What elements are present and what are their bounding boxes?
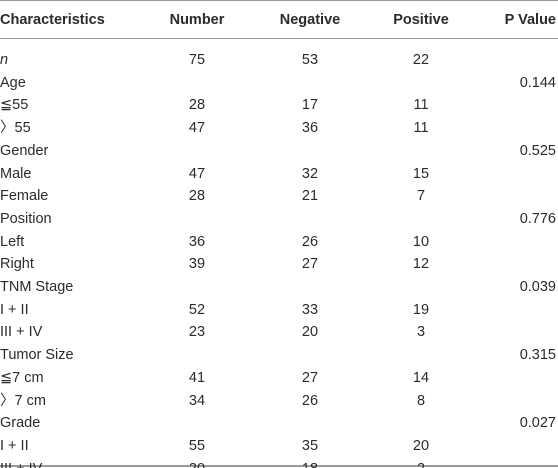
cell: 34 bbox=[188, 392, 206, 409]
cell: 22 bbox=[412, 52, 430, 68]
row-label: 〉55 bbox=[0, 120, 31, 137]
cell: 47 bbox=[188, 165, 206, 182]
cell: 36 bbox=[188, 233, 206, 250]
cell: 10 bbox=[412, 233, 430, 250]
cell: 53 bbox=[301, 52, 319, 68]
row-label: Right bbox=[0, 256, 34, 273]
cell: 28 bbox=[188, 188, 206, 205]
cell: 26 bbox=[301, 392, 319, 409]
row-label: Male bbox=[0, 165, 32, 182]
cell: 0.315 bbox=[519, 347, 556, 364]
cell: 7 bbox=[416, 188, 426, 205]
cell: 3 bbox=[416, 324, 426, 341]
row-label: Female bbox=[0, 188, 49, 205]
cell: 15 bbox=[412, 165, 430, 182]
row-label: I + II bbox=[0, 437, 29, 454]
cell: 2 bbox=[417, 460, 425, 468]
cell: 35 bbox=[301, 437, 319, 454]
row-label: Grade bbox=[0, 415, 41, 432]
row-label: ≦7 cm bbox=[0, 369, 44, 386]
row-label: III + IV bbox=[0, 324, 43, 341]
row-label: Gender bbox=[0, 142, 49, 159]
cell: 52 bbox=[188, 301, 206, 318]
cell: 36 bbox=[301, 120, 319, 137]
cell: 14 bbox=[412, 369, 430, 386]
row-label: Tumor Size bbox=[0, 347, 74, 364]
row-label: III + IV bbox=[0, 460, 42, 468]
cell: 11 bbox=[413, 97, 429, 114]
cell: 55 bbox=[188, 437, 206, 454]
row-label: n bbox=[0, 52, 9, 68]
cell: 28 bbox=[188, 97, 206, 114]
row-label: Age bbox=[0, 74, 26, 91]
cell: 32 bbox=[301, 165, 319, 182]
cell: 0.027 bbox=[519, 415, 556, 432]
cell: 75 bbox=[188, 52, 206, 68]
cell: 21 bbox=[301, 188, 319, 205]
cell: 39 bbox=[188, 256, 206, 273]
header-cell: Characteristics bbox=[0, 12, 105, 28]
cell: 0.525 bbox=[519, 142, 556, 159]
cell: 0.144 bbox=[519, 74, 556, 91]
row-label: Position bbox=[0, 210, 52, 227]
cell: 18 bbox=[302, 460, 318, 468]
top-rule bbox=[0, 0, 558, 1]
row-label: Left bbox=[0, 233, 25, 250]
header-cell: Number bbox=[169, 12, 225, 28]
header-cell: Negative bbox=[279, 12, 341, 28]
header-cell: P Value bbox=[504, 12, 556, 28]
cell: 12 bbox=[412, 256, 430, 273]
header-cell: Positive bbox=[393, 12, 449, 28]
cell: 26 bbox=[301, 233, 319, 250]
cell: 17 bbox=[301, 97, 319, 114]
header-rule bbox=[0, 38, 558, 39]
row-label: TNM Stage bbox=[0, 279, 74, 295]
cell: 20 bbox=[412, 437, 430, 454]
row-label: I + II bbox=[0, 301, 29, 318]
cell: 0.039 bbox=[519, 279, 556, 295]
cell: 27 bbox=[301, 256, 319, 273]
cell: 23 bbox=[188, 324, 206, 341]
cell: 19 bbox=[412, 301, 430, 318]
cell: 33 bbox=[301, 301, 319, 318]
cell: 20 bbox=[189, 460, 205, 468]
cell: 8 bbox=[416, 392, 426, 409]
row-label: 〉7 cm bbox=[0, 392, 46, 409]
bottom-rule bbox=[0, 465, 558, 467]
cell: 11 bbox=[413, 120, 429, 137]
row-label: ≦55 bbox=[0, 97, 29, 114]
cell: 20 bbox=[301, 324, 319, 341]
cell: 47 bbox=[188, 120, 206, 137]
cell: 0.776 bbox=[519, 210, 556, 227]
cell: 41 bbox=[188, 369, 206, 386]
cell: 27 bbox=[301, 369, 319, 386]
